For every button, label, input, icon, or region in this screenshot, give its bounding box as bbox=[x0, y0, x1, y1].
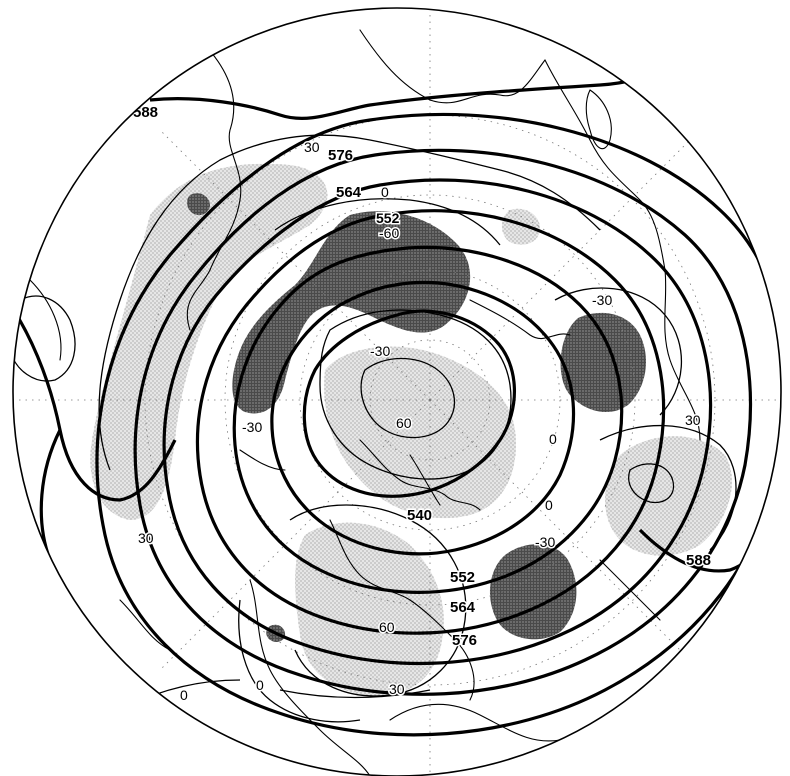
height-label-564-right: 564 bbox=[450, 599, 476, 616]
anomaly-label-30-bottom: 30 bbox=[389, 681, 405, 697]
map-boundary bbox=[12, 7, 782, 776]
anomaly-labels: 30 0 -60 -30 60 -30 -30 30 0 0 -30 30 60… bbox=[137, 138, 703, 705]
height-label-576-top: 576 bbox=[328, 147, 353, 164]
graticule bbox=[13, 10, 781, 776]
height-label-588-east: 588 bbox=[686, 552, 711, 569]
anomaly-label-0-east: 0 bbox=[549, 431, 557, 447]
anomaly-label-minus30-east: -30 bbox=[592, 292, 612, 308]
height-label-576-right: 576 bbox=[452, 632, 477, 649]
anomaly-label-30-southwest: 30 bbox=[138, 530, 154, 546]
anomaly-label-minus30-southeast: -30 bbox=[535, 534, 555, 550]
anomaly-label-60-center: 60 bbox=[396, 415, 412, 431]
anomaly-label-0-southeast: 0 bbox=[545, 497, 553, 513]
anomaly-label-30-top: 30 bbox=[304, 139, 320, 155]
anomaly-label-minus30-west: -30 bbox=[242, 419, 262, 435]
anomaly-label-60-south: 60 bbox=[379, 619, 395, 635]
height-label-552-right: 552 bbox=[450, 569, 475, 586]
anomaly-label-minus60-top: -60 bbox=[379, 225, 399, 241]
height-label-540-center: 540 bbox=[407, 507, 432, 524]
anomaly-label-0-bottomcenter: 0 bbox=[256, 677, 264, 693]
anomaly-label-30-east: 30 bbox=[685, 412, 701, 428]
height-label-552-top: 552 bbox=[376, 210, 400, 226]
anomaly-label-0-top: 0 bbox=[381, 184, 389, 200]
height-label-564-top: 564 bbox=[336, 184, 362, 201]
height-labels: 588 576 564 552 540 552 564 576 588 bbox=[132, 103, 713, 651]
anomaly-label-0-bottomleft: 0 bbox=[180, 687, 188, 703]
anomaly-label-minus30-northcenter: -30 bbox=[370, 343, 390, 359]
height-label-588-west: 588 bbox=[133, 104, 158, 121]
